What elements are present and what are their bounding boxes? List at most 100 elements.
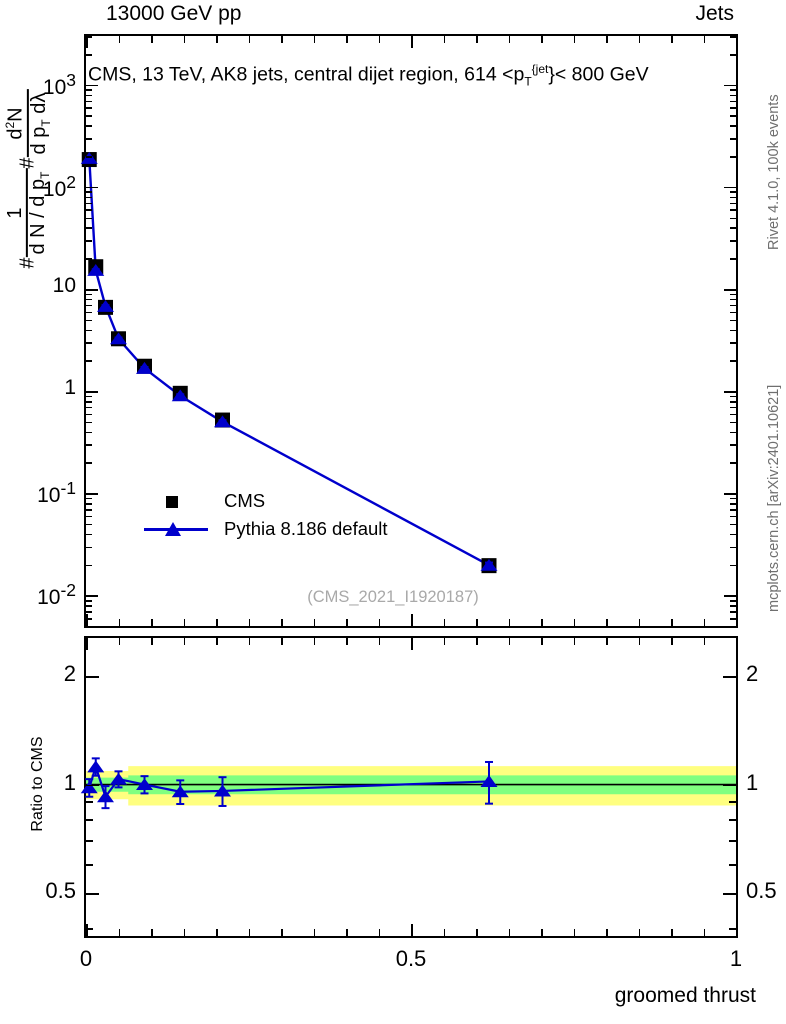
- x-tick-bottom: [281, 619, 283, 626]
- x-tick-bottom: [313, 619, 316, 626]
- ratio-x-tick-bottom: [606, 929, 608, 936]
- y-tick-right: [730, 156, 736, 158]
- ratio-x-tick-top: [346, 638, 348, 645]
- y-tick-left: [86, 564, 92, 567]
- x-tick-bottom: [508, 619, 511, 626]
- y-tick-left: [86, 196, 92, 199]
- y-tick-left: [86, 100, 92, 103]
- x-tick-top: [313, 36, 316, 43]
- legend-key-square-marker: [140, 489, 218, 513]
- y-tick-left: [86, 400, 92, 403]
- mc-data-marker: [80, 151, 98, 164]
- ratio-x-tick-bottom: [573, 929, 576, 936]
- ratio-y-tick-right: [723, 676, 736, 678]
- y-tick-right: [730, 497, 736, 500]
- x-tick-top: [476, 36, 478, 43]
- y-tick-right: [730, 217, 736, 220]
- mc-data-marker: [171, 389, 189, 402]
- y-tick-left: [86, 138, 92, 140]
- y-axis-tick-label-ratio-left: 2: [63, 661, 76, 687]
- y-axis-tick-label-main: 10-1: [37, 478, 76, 508]
- y-tick-left: [86, 546, 92, 549]
- y-tick-right: [730, 546, 736, 549]
- y-tick-left: [86, 508, 92, 511]
- x-tick-bottom: [703, 619, 706, 626]
- ratio-x-tick-bottom: [378, 929, 381, 936]
- y-tick-left: [86, 202, 92, 205]
- plot-title-superscript: {jet: [531, 62, 549, 76]
- y-tick-right: [730, 107, 736, 109]
- ratio-x-tick-top: [248, 638, 251, 645]
- y-tick-left: [86, 431, 92, 434]
- y-tick-right: [730, 227, 736, 230]
- x-tick-bottom: [638, 619, 641, 626]
- y-tick-right: [730, 626, 736, 628]
- y-tick-right: [724, 288, 736, 291]
- ratio-x-tick-top: [151, 638, 153, 645]
- ratio-data-marker: [110, 772, 127, 785]
- ratio-y-tick-left: [86, 801, 93, 803]
- y-tick-right: [730, 444, 736, 447]
- x-tick-bottom: [86, 614, 88, 626]
- y-tick-left: [86, 319, 92, 322]
- y-tick-left: [86, 523, 92, 526]
- y-axis-tick-label-ratio-left: 0.5: [45, 878, 76, 904]
- y-tick-left: [86, 209, 92, 212]
- ratio-x-tick-top: [638, 638, 641, 645]
- legend-label-cms: CMS: [224, 490, 266, 511]
- y-tick-right: [730, 342, 736, 344]
- y-tick-right: [730, 304, 736, 307]
- y-tick-left: [86, 89, 92, 91]
- x-axis-label: groomed thrust: [614, 984, 756, 1007]
- ratio-x-tick-top: [703, 638, 706, 645]
- mc-data-marker: [480, 558, 498, 571]
- ratio-y-tick-right: [729, 801, 736, 803]
- plot-title-suffix: }< 800 GeV: [548, 63, 649, 86]
- ratio-data-marker: [136, 778, 153, 791]
- ratio-y-tick-left: [86, 784, 99, 787]
- x-tick-bottom: [606, 619, 608, 626]
- y-axis-tick-label-main: 10-2: [37, 580, 76, 610]
- x-tick-top: [346, 36, 348, 43]
- legend-entry-pythia[interactable]: Pythia 8.186 default: [140, 515, 388, 543]
- ratio-x-tick-top: [378, 638, 381, 645]
- ratio-x-tick-top: [183, 638, 186, 645]
- y-tick-right: [730, 617, 736, 620]
- y-tick-left: [86, 217, 92, 220]
- y-tick-right: [730, 100, 736, 103]
- y-tick-left: [86, 240, 92, 242]
- ratio-y-tick-right: [729, 864, 736, 867]
- y-tick-left: [86, 444, 92, 447]
- y-tick-right: [730, 191, 736, 194]
- legend-label-pythia: Pythia 8.186 default: [224, 518, 388, 539]
- y-tick-left: [86, 605, 92, 607]
- x-tick-bottom: [378, 619, 381, 626]
- ratio-y-tick-right: [729, 840, 736, 842]
- y-tick-right: [730, 503, 736, 505]
- ratio-data-marker: [171, 785, 189, 798]
- ratio-x-tick-top: [443, 638, 446, 645]
- y-tick-right: [724, 186, 736, 189]
- y-tick-left: [86, 94, 92, 97]
- x-tick-top: [183, 36, 186, 43]
- ratio-x-tick-bottom: [736, 924, 738, 936]
- y-tick-right: [730, 400, 736, 403]
- legend-entry-cms[interactable]: CMS: [140, 487, 388, 515]
- y-tick-right: [730, 209, 736, 212]
- ratio-x-tick-top: [313, 638, 316, 645]
- ratio-x-tick-top: [736, 638, 738, 650]
- y-tick-left: [86, 360, 92, 362]
- y-tick-right: [730, 258, 736, 260]
- y-tick-right: [730, 53, 736, 56]
- ratio-x-tick-bottom: [443, 929, 446, 936]
- ratio-x-tick-bottom: [151, 929, 153, 936]
- x-tick-top: [216, 36, 218, 43]
- y-tick-right: [730, 413, 736, 416]
- ratio-y-tick-right: [729, 927, 736, 930]
- y-tick-right: [730, 94, 736, 97]
- y-tick-right: [730, 564, 736, 567]
- x-tick-bottom: [541, 619, 543, 626]
- ratio-x-tick-bottom: [118, 929, 121, 936]
- ratio-x-tick-top: [118, 638, 121, 645]
- ratio-x-tick-bottom: [671, 929, 673, 936]
